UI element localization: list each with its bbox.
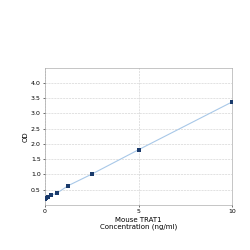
Point — [66, 184, 70, 188]
X-axis label: Mouse TRAT1
Concentration (ng/ml): Mouse TRAT1 Concentration (ng/ml) — [100, 217, 178, 230]
Point — [44, 196, 48, 200]
Point — [230, 100, 234, 104]
Point — [90, 172, 94, 176]
Point — [55, 191, 59, 195]
Point — [49, 193, 53, 197]
Y-axis label: OD: OD — [22, 131, 28, 141]
Point — [137, 148, 141, 152]
Point — [43, 196, 47, 200]
Point — [46, 195, 50, 199]
